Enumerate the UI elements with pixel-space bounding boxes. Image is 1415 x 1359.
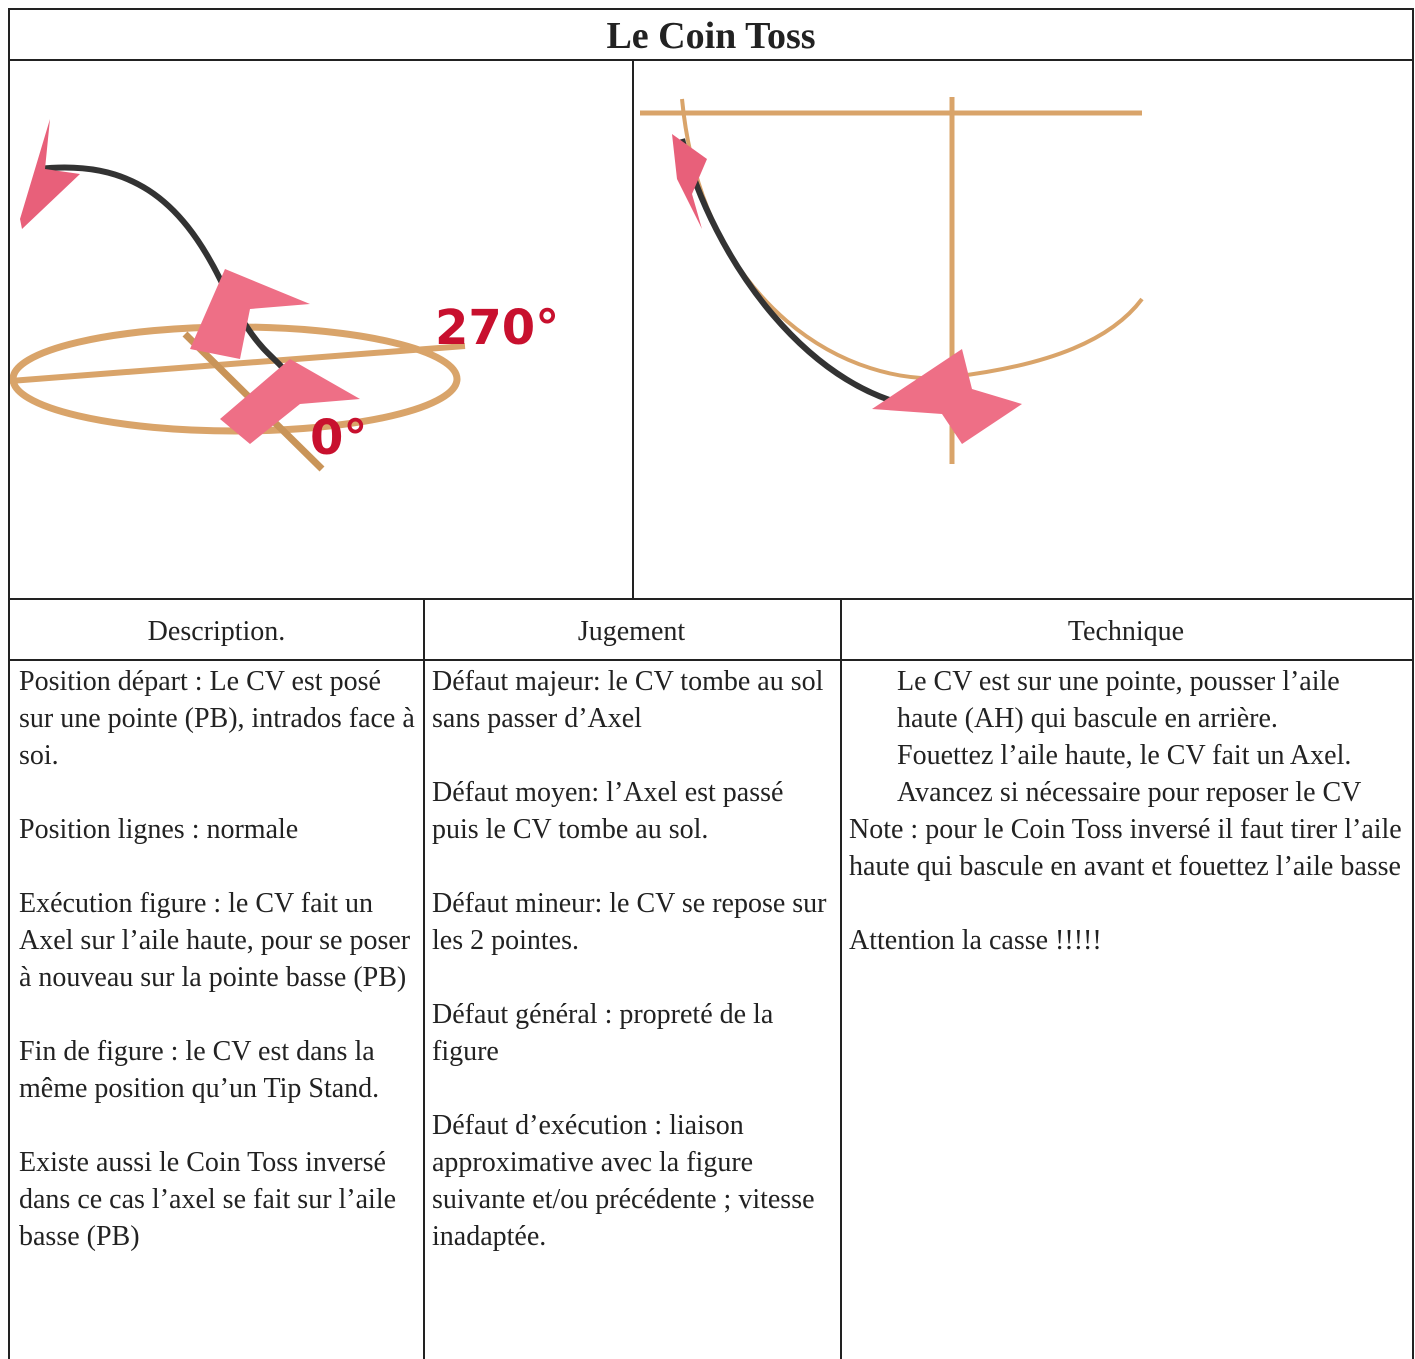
paragraph: Attention la casse !!!!! — [849, 925, 1102, 956]
image-right — [632, 59, 1414, 600]
paragraph: Position départ : Le CV est posé sur une… — [19, 666, 415, 771]
paragraph: Défaut mineur: le CV se repose sur les 2… — [432, 888, 827, 956]
paragraph: Défaut moyen: l’Axel est passé puis le C… — [432, 777, 784, 845]
paragraph: Fin de figure : le CV est dans la même p… — [19, 1036, 380, 1104]
column-header: Jugement — [423, 598, 842, 661]
line — [37, 164, 295, 381]
illustration: 270° 0° — [10, 119, 559, 472]
title: Le Coin Toss — [8, 8, 1414, 61]
paragraph: Défaut général : propreté de la figure — [432, 999, 774, 1067]
column: Défaut majeur: le CV tombe au sol sans p… — [423, 659, 842, 1359]
axis — [10, 343, 466, 384]
column: Le CV est sur une pointe, pousser l’aile… — [840, 659, 1414, 1359]
column-header: Description. — [8, 598, 425, 661]
paragraph: Existe aussi le Coin Toss inversé dans c… — [19, 1147, 397, 1252]
paragraph: Note : pour le Coin Toss inversé il faut… — [849, 814, 1402, 882]
paragraph: Fouettez l’aile haute, le CV fait un Axe… — [897, 740, 1352, 771]
paragraph: Le CV est sur une pointe, pousser l’aile… — [897, 666, 1340, 734]
angle-label: 0° — [310, 410, 367, 466]
paragraph: Avancez si nécessaire pour reposer le CV — [897, 777, 1362, 808]
column: Position départ : Le CV est posé sur une… — [8, 659, 425, 1359]
paragraph: Position lignes : normale — [19, 814, 299, 845]
illustration — [640, 97, 1144, 464]
column-header: Technique — [840, 598, 1414, 661]
image-left: 270° 0° — [8, 59, 634, 600]
paragraph: Défaut majeur: le CV tombe au sol sans p… — [432, 666, 824, 734]
paragraph: Défaut d’exécution : liaison approximati… — [432, 1110, 815, 1252]
angle-label: 270° — [435, 300, 559, 356]
kite — [190, 269, 310, 359]
paragraph: Exécution figure : le CV fait un Axel su… — [19, 888, 411, 993]
ring — [680, 98, 1144, 381]
kite — [20, 119, 80, 229]
kite — [872, 349, 1022, 444]
kite — [220, 359, 360, 444]
kite — [672, 134, 707, 229]
